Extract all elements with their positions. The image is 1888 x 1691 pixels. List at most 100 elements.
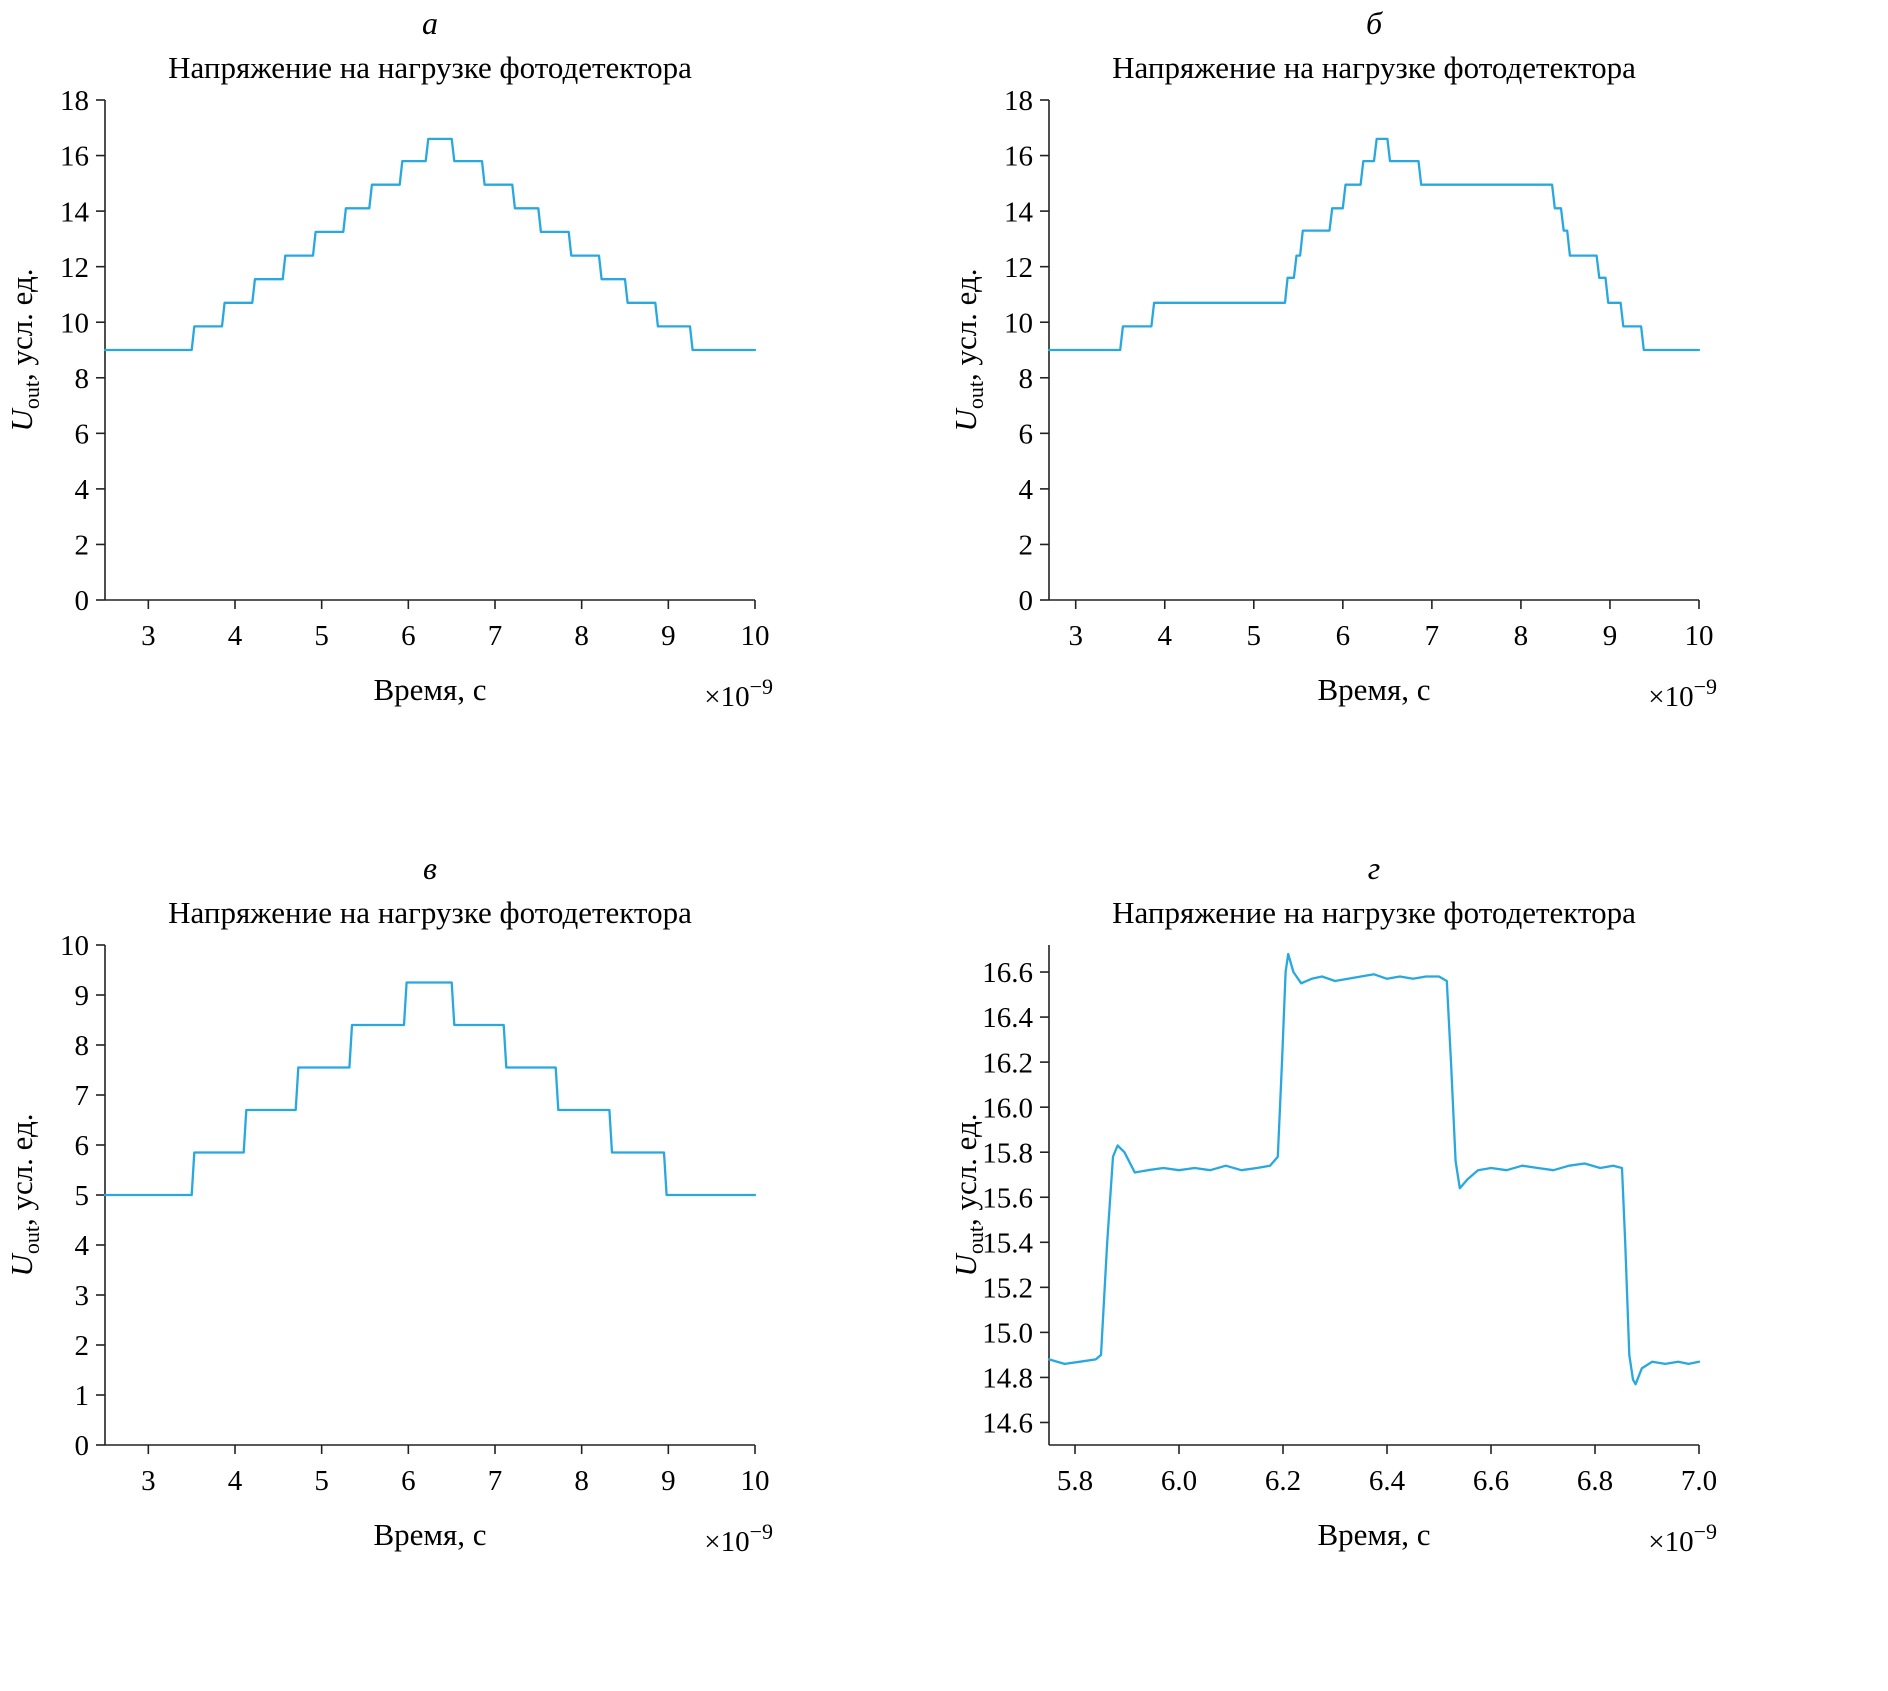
data-line — [1047, 137, 1701, 352]
y-tick-label: 14.8 — [982, 1363, 1033, 1395]
panel-0: а Напряжение на нагрузке фотодетектора 3 4 5… — [0, 0, 944, 845]
chart-title: Напряжение на нагрузке фотодетектора — [168, 895, 692, 930]
x-tick-label: 6 — [401, 620, 416, 652]
y-tick-label: 0 — [75, 1430, 90, 1462]
chart-svg: г Напряжение на нагрузке фотодетектора 5.8… — [948, 850, 1717, 1558]
x-tick-label: 6.2 — [1265, 1465, 1301, 1497]
y-tick-label: 2 — [75, 530, 90, 562]
chart-svg: а Напряжение на нагрузке фотодетектора 3 4 5… — [4, 5, 773, 713]
y-tick-label: 15.2 — [982, 1272, 1033, 1304]
panel-2: в Напряжение на нагрузке фотодетектора 3 4 5… — [0, 845, 944, 1690]
y-tick-label: 16.2 — [982, 1047, 1033, 1079]
y-tick-label: 8 — [75, 1030, 90, 1062]
y-tick-label: 2 — [75, 1330, 90, 1362]
y-axis-label: Uout, усл. ед. — [948, 1113, 988, 1276]
y-tick-label: 14.6 — [982, 1408, 1033, 1440]
x-tick-label: 5 — [314, 620, 329, 652]
x-tick-label: 10 — [741, 1465, 770, 1497]
chart-title: Напряжение на нагрузке фотодетектора — [168, 50, 692, 85]
y-tick-label: 15.0 — [982, 1318, 1033, 1350]
x-axis-label: Время, с — [373, 1517, 486, 1552]
chart-svg: в Напряжение на нагрузке фотодетектора 3 4 5… — [4, 850, 773, 1558]
y-tick-label: 1 — [75, 1380, 90, 1412]
x-axis-multiplier: ×10−9 — [1648, 1519, 1717, 1558]
y-tick-label: 12 — [60, 252, 89, 284]
x-tick-label: 10 — [741, 620, 770, 652]
panel-letter-label: г — [1368, 850, 1380, 886]
data-line — [1047, 952, 1701, 1386]
y-tick-label: 7 — [75, 1080, 90, 1112]
y-tick-label: 10 — [60, 307, 89, 339]
x-tick-label: 5 — [314, 1465, 329, 1497]
chart-title: Напряжение на нагрузке фотодетектора — [1112, 895, 1636, 930]
y-tick-label: 0 — [1019, 585, 1034, 617]
y-tick-label: 10 — [1004, 307, 1033, 339]
y-tick-label: 15.4 — [982, 1227, 1033, 1259]
y-axis-label: Uout, усл. ед. — [948, 268, 988, 431]
panel-1: б Напряжение на нагрузке фотодетектора 3 4 5… — [944, 0, 1888, 845]
y-tick-label: 15.6 — [982, 1182, 1033, 1214]
y-tick-label: 12 — [1004, 252, 1033, 284]
x-tick-label: 6.4 — [1369, 1465, 1406, 1497]
y-tick-label: 14 — [1004, 196, 1034, 228]
y-tick-label: 2 — [1019, 530, 1034, 562]
y-tick-label: 15.8 — [982, 1137, 1033, 1169]
x-axis-multiplier: ×10−9 — [1648, 674, 1717, 713]
x-tick-label: 7 — [488, 620, 503, 652]
x-tick-label: 9 — [661, 1465, 676, 1497]
x-tick-label: 6.8 — [1577, 1465, 1613, 1497]
y-tick-label: 16.0 — [982, 1092, 1033, 1124]
y-tick-label: 16 — [1004, 141, 1033, 173]
x-tick-label: 10 — [1685, 620, 1714, 652]
y-tick-label: 10 — [60, 930, 89, 962]
panel-letter-label: б — [1366, 5, 1383, 41]
x-tick-label: 3 — [141, 620, 156, 652]
chart-svg: б Напряжение на нагрузке фотодетектора 3 4 5… — [948, 5, 1717, 713]
y-tick-label: 6 — [75, 418, 90, 450]
x-tick-label: 4 — [228, 620, 243, 652]
x-tick-label: 6 — [401, 1465, 416, 1497]
panel-letter-label: в — [423, 850, 437, 886]
x-axis-multiplier: ×10−9 — [704, 674, 773, 713]
x-tick-label: 3 — [141, 1465, 156, 1497]
y-tick-label: 0 — [75, 585, 90, 617]
x-tick-label: 6.0 — [1161, 1465, 1197, 1497]
y-tick-label: 6 — [75, 1130, 90, 1162]
y-axis-label: Uout, усл. ед. — [4, 268, 44, 431]
x-axis-label: Время, с — [373, 672, 486, 707]
y-tick-label: 18 — [1004, 85, 1033, 117]
y-tick-label: 16.6 — [982, 957, 1033, 989]
x-tick-label: 4 — [1158, 620, 1173, 652]
x-tick-label: 7.0 — [1681, 1465, 1717, 1497]
x-axis-label: Время, с — [1317, 1517, 1430, 1552]
y-tick-label: 16 — [60, 141, 89, 173]
y-tick-label: 3 — [75, 1280, 90, 1312]
y-tick-label: 4 — [75, 1230, 90, 1262]
x-tick-label: 8 — [1514, 620, 1529, 652]
x-tick-label: 5.8 — [1057, 1465, 1093, 1497]
x-tick-label: 4 — [228, 1465, 243, 1497]
panel-3: г Напряжение на нагрузке фотодетектора 5.8… — [944, 845, 1888, 1690]
y-tick-label: 18 — [60, 85, 89, 117]
y-tick-label: 6 — [1019, 418, 1034, 450]
x-tick-label: 7 — [488, 1465, 503, 1497]
y-tick-label: 4 — [75, 474, 90, 506]
data-line — [103, 137, 757, 352]
x-tick-label: 9 — [661, 620, 676, 652]
x-axis-multiplier: ×10−9 — [704, 1519, 773, 1558]
y-tick-label: 9 — [75, 980, 90, 1012]
x-tick-label: 8 — [574, 1465, 589, 1497]
panel-letter-label: а — [422, 5, 438, 41]
y-tick-label: 8 — [1019, 363, 1034, 395]
chart-title: Напряжение на нагрузке фотодетектора — [1112, 50, 1636, 85]
x-tick-label: 6.6 — [1473, 1465, 1509, 1497]
y-tick-label: 8 — [75, 363, 90, 395]
y-tick-label: 14 — [60, 196, 90, 228]
y-tick-label: 4 — [1019, 474, 1034, 506]
x-axis-label: Время, с — [1317, 672, 1430, 707]
x-tick-label: 9 — [1603, 620, 1618, 652]
y-tick-label: 5 — [75, 1180, 90, 1212]
x-tick-label: 6 — [1336, 620, 1351, 652]
y-tick-label: 16.4 — [982, 1002, 1033, 1034]
